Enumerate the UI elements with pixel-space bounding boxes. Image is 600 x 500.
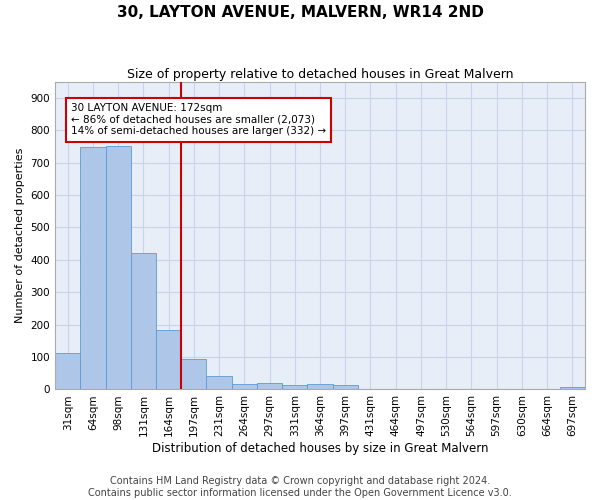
Bar: [106, 146, 131, 390]
Bar: [80, 147, 106, 390]
Text: Contains HM Land Registry data © Crown copyright and database right 2024.
Contai: Contains HM Land Registry data © Crown c…: [88, 476, 512, 498]
Text: 30 LAYTON AVENUE: 172sqm
← 86% of detached houses are smaller (2,073)
14% of sem: 30 LAYTON AVENUE: 172sqm ← 86% of detach…: [71, 103, 326, 136]
Bar: [307, 384, 332, 390]
Bar: [55, 353, 80, 390]
X-axis label: Distribution of detached houses by size in Great Malvern: Distribution of detached houses by size …: [152, 442, 488, 455]
Bar: [257, 383, 282, 390]
Text: 30, LAYTON AVENUE, MALVERN, WR14 2ND: 30, LAYTON AVENUE, MALVERN, WR14 2ND: [116, 5, 484, 20]
Bar: [282, 384, 307, 390]
Bar: [560, 387, 585, 390]
Bar: [181, 358, 206, 390]
Bar: [131, 254, 156, 390]
Bar: [156, 330, 181, 390]
Bar: [206, 376, 232, 390]
Bar: [232, 384, 257, 390]
Title: Size of property relative to detached houses in Great Malvern: Size of property relative to detached ho…: [127, 68, 513, 80]
Y-axis label: Number of detached properties: Number of detached properties: [15, 148, 25, 324]
Bar: [332, 385, 358, 390]
